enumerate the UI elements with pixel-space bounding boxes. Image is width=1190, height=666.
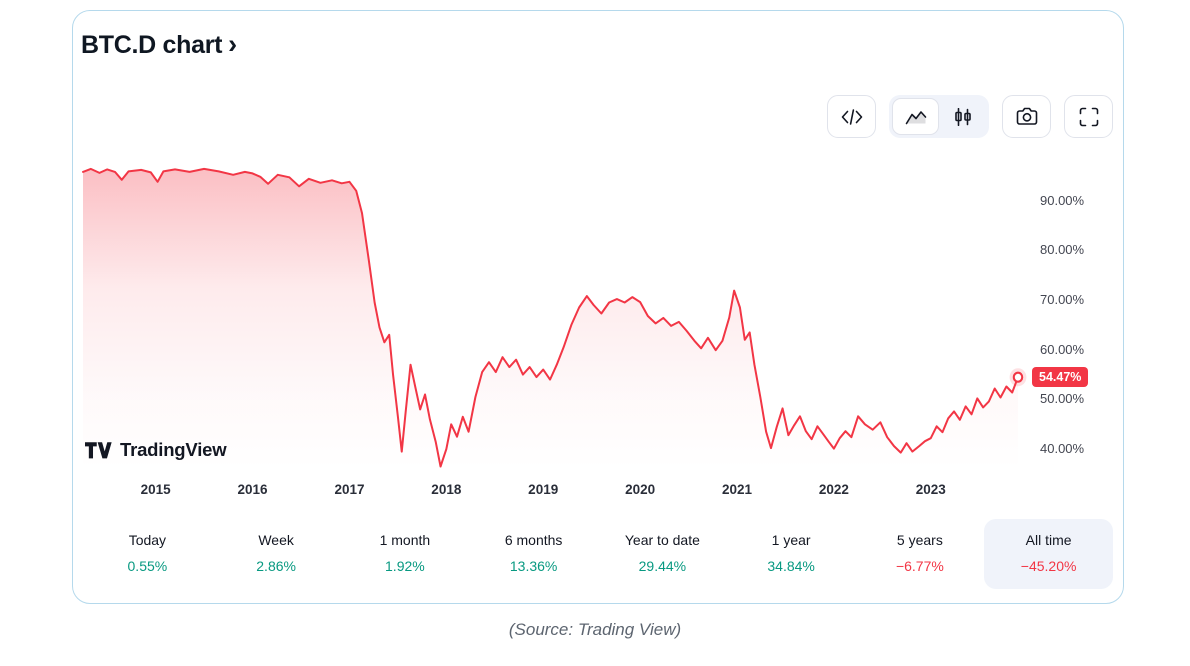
range-value: −45.20% (1020, 558, 1077, 574)
candlestick-icon (954, 107, 971, 126)
range-value: −6.77% (895, 558, 944, 574)
range-value: 34.84% (767, 558, 815, 574)
y-axis-label: 50.00% (1040, 391, 1085, 407)
x-axis-label: 2015 (140, 482, 171, 497)
range-value: 13.36% (509, 558, 558, 574)
range-year-to-date[interactable]: Year to date 29.44% (598, 519, 727, 589)
range-value: 0.55% (127, 558, 168, 574)
fullscreen-icon (1079, 107, 1098, 126)
fullscreen-button[interactable] (1064, 95, 1113, 138)
range-label: 1 year (771, 532, 811, 548)
y-axis: 54.47% 90.00% 80.00% 70.00% 60.00% 50.00% 40.… (1018, 151, 1113, 469)
last-point-dot (1012, 371, 1024, 383)
y-axis-label: 70.00% (1040, 292, 1085, 308)
range-label: All time (1025, 532, 1072, 548)
page-title: BTC.D chart (81, 31, 223, 59)
range-label: Week (258, 532, 294, 548)
widget-title-link[interactable]: BTC.D chart › (81, 29, 238, 60)
x-axis: 2015 2016 2017 2018 2019 2020 2021 2022 2023 (83, 482, 1018, 502)
range-label: 5 years (896, 532, 943, 548)
range-1-year[interactable]: 1 year 34.84% (727, 519, 856, 589)
embed-code-button[interactable] (827, 95, 876, 138)
x-axis-label: 2023 (915, 482, 946, 497)
y-axis-label: 40.00% (1040, 441, 1085, 457)
chart-area: TradingView 54.47% 90.00% 80.00% 70.00% 60.… (83, 151, 1113, 511)
tradingview-logo-text: TradingView (120, 439, 227, 460)
range-label: Year to date (624, 532, 700, 548)
x-axis-label: 2020 (625, 482, 656, 497)
tradingview-attribution[interactable]: TradingView (85, 439, 227, 461)
x-axis-label: 2022 (818, 482, 849, 497)
range-6-months[interactable]: 6 months 13.36% (469, 519, 598, 589)
chart-type-switcher (889, 95, 989, 138)
price-chart-svg (83, 151, 1027, 469)
range-week[interactable]: Week 2.86% (212, 519, 341, 589)
x-axis-label: 2016 (237, 482, 268, 497)
area-fill (83, 168, 1018, 469)
area-chart-icon (905, 110, 926, 124)
chart-widget-card: BTC.D chart › (72, 10, 1124, 604)
x-axis-label: 2021 (722, 482, 753, 497)
x-axis-label: 2018 (431, 482, 462, 497)
tradingview-logo-icon (85, 441, 112, 458)
candlestick-chart-type-button[interactable] (939, 98, 986, 135)
chevron-right-icon: › (228, 29, 238, 59)
code-icon (841, 108, 862, 125)
range-today[interactable]: Today 0.55% (83, 519, 212, 589)
range-value: 1.92% (385, 558, 425, 574)
range-label: Today (128, 532, 167, 548)
last-value-badge: 54.47% (1032, 367, 1089, 388)
range-value: 29.44% (638, 558, 687, 574)
price-line (83, 169, 1018, 467)
x-axis-label: 2017 (334, 482, 365, 497)
range-label: 1 month (379, 532, 431, 548)
snapshot-camera-button[interactable] (1002, 95, 1051, 138)
chart-plot[interactable]: TradingView (83, 151, 1027, 469)
range-5-years[interactable]: 5 years −6.77% (856, 519, 985, 589)
source-caption: (Source: Trading View) (508, 620, 682, 639)
camera-icon (1016, 107, 1037, 125)
ranges-row: Today 0.55% Week 2.86% 1 month 1.92% 6 months 1… (83, 519, 1113, 589)
y-axis-label: 90.00% (1040, 192, 1085, 208)
area-chart-type-button[interactable] (892, 98, 939, 135)
y-axis-label: 80.00% (1040, 242, 1085, 258)
range-label: 6 months (504, 532, 563, 548)
range-value: 2.86% (256, 558, 296, 574)
y-axis-label: 60.00% (1040, 341, 1085, 357)
x-axis-label: 2019 (528, 482, 559, 497)
chart-toolbar (827, 95, 1113, 138)
range-1-month[interactable]: 1 month 1.92% (341, 519, 470, 589)
range-all-time[interactable]: All time −45.20% (984, 519, 1113, 589)
